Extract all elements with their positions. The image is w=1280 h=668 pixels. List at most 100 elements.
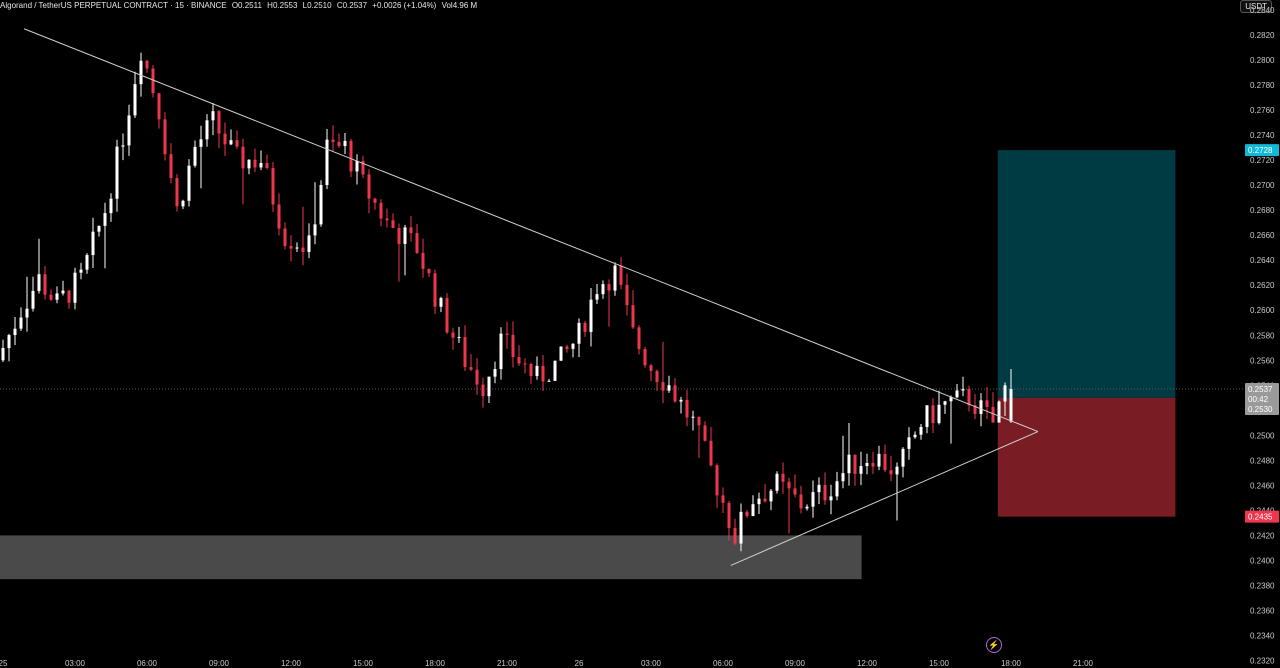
x-tick-label: 18:00: [1001, 659, 1022, 668]
candle-body: [571, 343, 575, 349]
y-tick-label: 0.2780: [1250, 81, 1275, 90]
candle-body: [853, 454, 857, 474]
ohlc-high: H0.2553: [267, 1, 298, 10]
symbol-title[interactable]: Algorand / TetherUS PERPETUAL CONTRACT ·…: [0, 1, 227, 10]
candle-body: [241, 146, 245, 169]
candle-body: [667, 385, 671, 391]
y-tick-label: 0.2500: [1250, 431, 1275, 440]
candle-body: [691, 416, 695, 418]
candle-body: [697, 416, 701, 426]
candle-body: [289, 246, 293, 249]
x-tick-label: 09:00: [785, 659, 806, 668]
candle-body: [895, 466, 899, 475]
candle-body: [517, 357, 521, 364]
candle-body: [271, 168, 275, 205]
candle-body: [643, 349, 647, 366]
candle-body: [967, 389, 971, 406]
candle-body: [217, 111, 221, 134]
x-tick-label: 15:00: [929, 659, 950, 668]
candle-body: [457, 337, 461, 339]
candle-body: [361, 160, 365, 175]
y-tick-label: 0.2360: [1250, 606, 1275, 615]
candle-body: [799, 494, 803, 509]
x-tick-label: 09:00: [209, 659, 230, 668]
candle-body: [37, 274, 41, 291]
candle-body: [181, 200, 185, 207]
y-tick-label: 0.2820: [1250, 31, 1275, 40]
candle-body: [535, 365, 539, 377]
candle-body: [685, 399, 689, 418]
x-tick-label: 25: [0, 659, 8, 668]
candle-body: [703, 425, 707, 441]
candle-body: [1009, 389, 1013, 422]
candle-body: [805, 506, 809, 509]
y-tick-label: 0.2660: [1250, 231, 1275, 240]
candle-body: [403, 227, 407, 245]
candle-body: [757, 498, 761, 505]
y-tick-label: 0.2800: [1250, 56, 1275, 65]
candle-body: [619, 265, 623, 285]
y-tick-label: 0.2560: [1250, 356, 1275, 365]
candle-body: [205, 120, 209, 140]
candle-body: [469, 367, 473, 370]
candle-body: [451, 332, 455, 338]
candle-body: [955, 390, 959, 398]
candle-body: [997, 401, 1001, 423]
candle-body: [877, 453, 881, 467]
y-tick-label: 0.2400: [1250, 556, 1275, 565]
y-tick-label: 0.2340: [1250, 631, 1275, 640]
candle-body: [115, 146, 119, 199]
y-tick-label: 0.2720: [1250, 156, 1275, 165]
candle-body: [7, 335, 11, 349]
candle-body: [631, 305, 635, 328]
y-tick-label: 0.2320: [1250, 656, 1275, 665]
candle-body: [349, 140, 353, 172]
candle-body: [793, 488, 797, 495]
candle-body: [637, 327, 641, 350]
candle-body: [445, 298, 449, 333]
candle-body: [337, 141, 341, 147]
target-price-tag: 0.2728: [1248, 146, 1273, 155]
candle-body: [307, 235, 311, 252]
x-tick-label: 06:00: [713, 659, 734, 668]
candle-body: [727, 502, 731, 529]
candle-body: [1003, 385, 1007, 402]
candle-body: [907, 437, 911, 449]
candle-body: [745, 511, 749, 517]
y-tick-label: 0.2740: [1250, 131, 1275, 140]
x-tick-label: 18:00: [425, 659, 446, 668]
x-tick-label: 15:00: [353, 659, 374, 668]
y-tick-label: 0.2680: [1250, 206, 1275, 215]
target-price-tag-bg: [1245, 144, 1279, 157]
candle-body: [259, 162, 263, 168]
candle-body: [769, 490, 773, 502]
candle-body: [577, 322, 581, 344]
candle-body: [751, 504, 755, 517]
x-tick-label: 21:00: [497, 659, 518, 668]
candle-body: [109, 198, 113, 214]
candle-body: [319, 185, 323, 225]
candle-body: [427, 268, 431, 274]
candle-body: [835, 481, 839, 497]
candle-body: [673, 385, 677, 402]
candle-body: [901, 448, 905, 467]
current-price-bg: [1245, 383, 1279, 416]
lightning-icon[interactable]: ⚡: [986, 637, 1002, 653]
candle-body: [913, 434, 917, 438]
candle-body: [43, 274, 47, 295]
stop-zone: [997, 397, 1176, 517]
candle-body: [973, 405, 977, 414]
candle-body: [79, 269, 83, 273]
candle-body: [97, 225, 101, 232]
currency-button[interactable]: USDT: [1240, 0, 1272, 13]
candle-body: [235, 140, 239, 147]
candle-body: [253, 159, 257, 168]
current-price-tag: 0.2537: [1248, 385, 1273, 394]
candle-body: [313, 224, 317, 236]
x-tick-label: 12:00: [857, 659, 878, 668]
candle-body: [595, 294, 599, 300]
candle-body: [295, 247, 299, 249]
y-tick-label: 0.2600: [1250, 306, 1275, 315]
candle-body: [601, 284, 605, 295]
